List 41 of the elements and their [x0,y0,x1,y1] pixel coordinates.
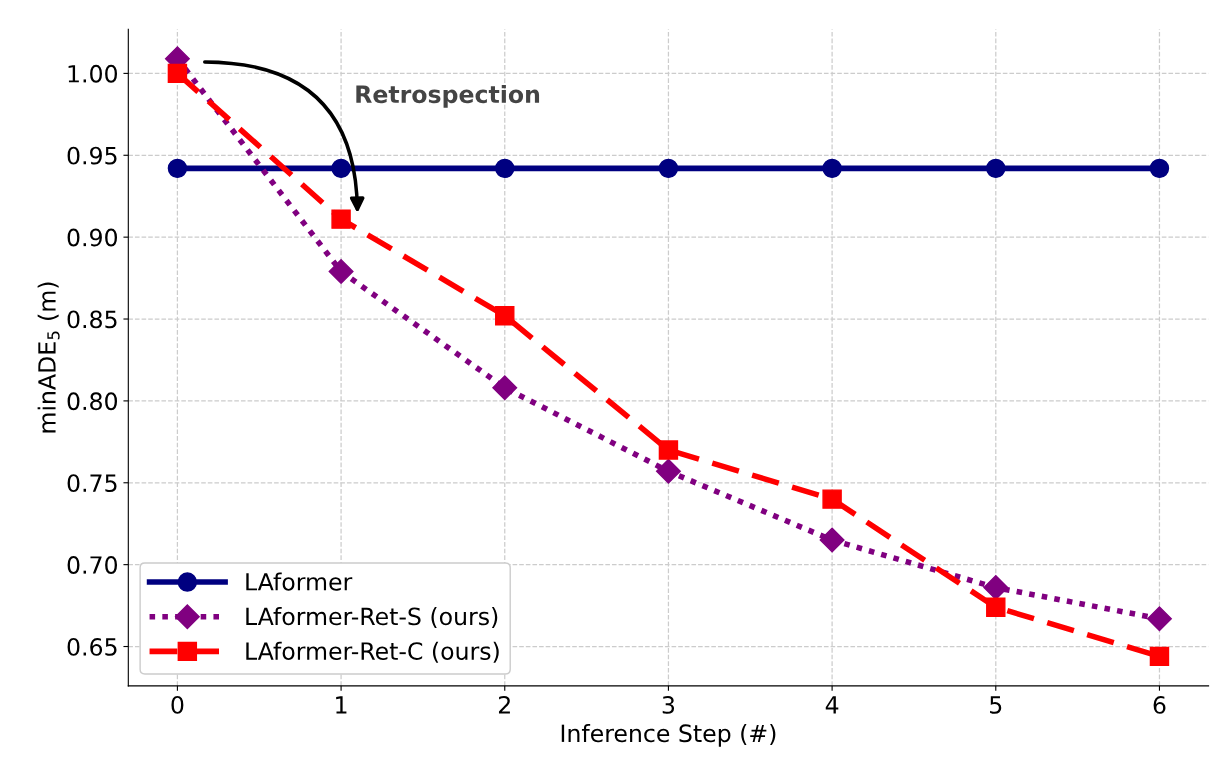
point [167,158,188,179]
point [167,63,188,84]
point [655,458,681,484]
y-tick-label: 0.80 [67,392,118,411]
legend-label: LAformer [246,572,353,591]
point [658,440,679,460]
point [492,375,518,401]
point [331,209,351,229]
y-tick-label: 0.65 [67,637,117,656]
point [1146,606,1172,632]
legend-label: LAformer-Ret-C (ours) [246,641,499,663]
point [328,259,354,285]
point [983,575,1009,601]
point [1149,646,1170,667]
point [1149,158,1170,179]
y-tick-label: 0.90 [67,228,118,247]
x-tick-label: 3 [662,695,675,714]
point [658,158,679,179]
point [495,158,515,179]
x-tick-label: 5 [990,696,1002,714]
x-tick-label: 6 [1153,695,1166,714]
point [331,158,351,179]
x-tick-label: 2 [498,695,510,714]
y-tick-label: 0.70 [67,556,118,574]
x-tick-label: 4 [825,696,839,714]
x-tick-label: 1 [336,696,347,714]
point [495,306,515,326]
point [819,527,845,553]
x-tick-label: 0 [171,695,184,714]
x-axis-title: Inference Step (#) [561,723,776,747]
point [822,158,842,179]
y-tick-label: 1.00 [68,64,118,83]
y-axis-title: minADE$_{5}$ (m) [37,282,60,433]
legend-label: LAformer-Ret-S (ours) [246,607,498,629]
point [986,597,1006,617]
y-tick-label: 0.95 [67,146,117,165]
y-tick-label: 0.85 [67,310,117,329]
annotation: Retrospection [356,84,540,108]
point [822,489,842,509]
point [986,158,1006,179]
y-tick-label: 0.75 [67,474,117,493]
